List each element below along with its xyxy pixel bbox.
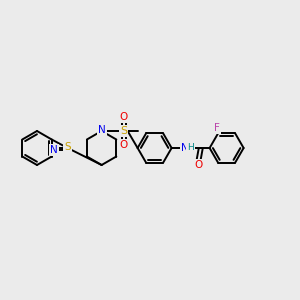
Text: F: F [214,123,220,133]
Text: N: N [50,145,58,155]
Text: S: S [120,126,127,136]
Text: H: H [187,142,194,152]
Text: O: O [119,140,128,151]
Text: N: N [98,125,106,135]
Text: S: S [64,142,71,152]
Text: O: O [194,160,203,170]
Text: O: O [119,112,128,122]
Text: N: N [181,143,188,153]
